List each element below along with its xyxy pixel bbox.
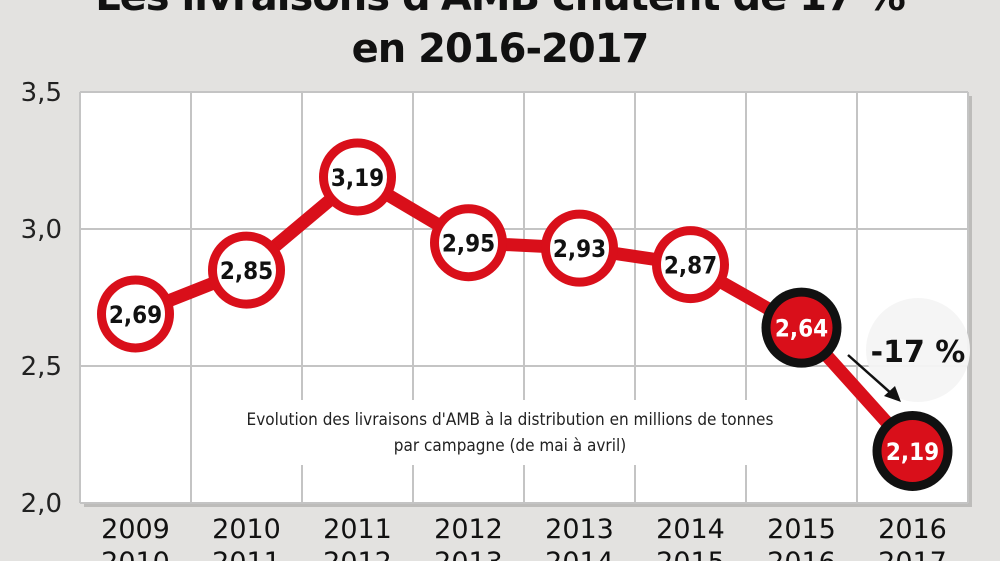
x-tick-label: 2010 — [101, 547, 170, 561]
data-point — [319, 138, 396, 216]
y-tick-label: 2,5 — [21, 352, 62, 382]
data-label: 2,19 — [886, 438, 939, 466]
annotation-arrow — [847, 354, 894, 396]
x-tick-label: 2010 — [212, 514, 281, 545]
y-tick-label: 3,0 — [21, 215, 62, 245]
data-label: 2,95 — [442, 230, 495, 258]
data-label: 2,93 — [553, 235, 606, 263]
chart-title-line-1: Les livraisons d'AMB chutent de 17 % — [0, 0, 1000, 20]
data-point — [97, 275, 174, 353]
data-point — [881, 419, 944, 482]
change-annotation: -17 % — [871, 335, 966, 370]
data-label: 2,69 — [109, 301, 162, 329]
data-point — [430, 204, 507, 282]
x-tick-label: 2017 — [878, 547, 947, 561]
data-point — [208, 231, 285, 309]
x-tick-label: 2011 — [212, 547, 281, 561]
x-tick-label: 2016 — [878, 514, 947, 545]
x-tick-label: 2015 — [767, 514, 836, 545]
chart-note: par campagne (de mai à avril) — [394, 436, 626, 456]
y-tick-label: 2,0 — [21, 489, 62, 519]
data-label: 3,19 — [331, 164, 384, 192]
x-tick-label: 2013 — [545, 514, 614, 545]
x-tick-label: 2016 — [767, 547, 836, 561]
x-tick-label: 2014 — [656, 514, 725, 545]
x-tick-label: 2015 — [656, 547, 725, 561]
data-label: 2,64 — [775, 315, 828, 343]
data-label: 2,85 — [220, 257, 273, 285]
annotation-halo — [866, 298, 970, 402]
x-tick-label: 2014 — [545, 547, 614, 561]
data-label: 2,87 — [664, 252, 717, 280]
x-tick-label: 2013 — [434, 547, 503, 561]
y-tick-label: 3,5 — [21, 78, 62, 108]
data-point — [652, 226, 729, 304]
note-box — [198, 400, 823, 465]
x-tick-label: 2009 — [101, 514, 170, 545]
chart-title-line-2: en 2016-2017 — [351, 26, 650, 72]
x-tick-label: 2012 — [434, 514, 503, 545]
x-tick-label: 2011 — [323, 514, 392, 545]
chart-note: Evolution des livraisons d'AMB à la dist… — [247, 410, 774, 430]
annotation-arrowhead — [884, 386, 901, 402]
data-point — [770, 296, 833, 359]
data-point — [541, 209, 618, 287]
x-tick-label: 2012 — [323, 547, 392, 561]
